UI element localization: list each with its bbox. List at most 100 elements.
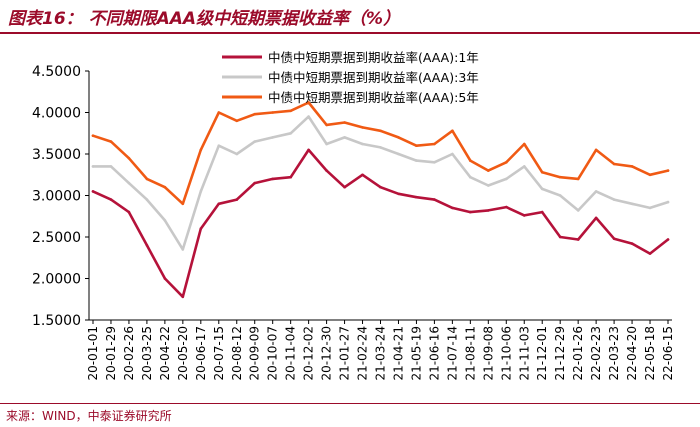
y-tick-label: 2.5000: [32, 230, 81, 246]
x-tick-label: 21-03-24: [374, 326, 388, 380]
data-point: [451, 206, 454, 210]
x-tick-label: 20-02-26: [122, 326, 136, 380]
data-point: [199, 227, 203, 230]
x-tick-label: 22-05-18: [643, 326, 657, 380]
x-tick-label: 20-10-07: [266, 326, 280, 380]
x-tick-label: 20-03-25: [140, 326, 154, 380]
data-point: [558, 235, 562, 239]
data-point: [487, 209, 490, 212]
x-tick-label: 21-12-01: [535, 326, 549, 380]
data-point: [181, 295, 185, 299]
data-point: [325, 123, 328, 127]
data-point: [307, 101, 310, 104]
data-point: [91, 190, 95, 193]
x-tick-label: 21-05-19: [409, 326, 423, 380]
data-point: [469, 159, 472, 162]
x-tick-label: 20-05-20: [176, 326, 190, 380]
data-point: [612, 162, 616, 166]
data-point: [648, 252, 652, 255]
data-point: [576, 238, 580, 241]
data-point: [576, 209, 580, 212]
data-point: [397, 192, 400, 196]
footer-divider: [0, 403, 700, 404]
y-tick-label: 4.5000: [32, 64, 81, 80]
data-point: [415, 144, 418, 147]
data-point: [379, 185, 382, 189]
data-point: [109, 140, 113, 143]
x-tick-label: 20-01-29: [104, 326, 118, 380]
data-point: [523, 142, 526, 146]
data-point: [181, 248, 185, 251]
data-point: [505, 177, 508, 181]
data-point: [163, 277, 167, 280]
data-point: [415, 159, 418, 162]
chart-title: 图表16： 不同期限AAA级中短期票据收益率（%）: [8, 9, 401, 29]
data-point: [271, 111, 275, 114]
data-point: [145, 244, 149, 247]
data-point: [127, 181, 131, 185]
data-point: [217, 144, 221, 147]
data-point: [612, 237, 616, 240]
x-tick-label: 21-12-29: [553, 326, 567, 380]
data-point: [379, 146, 382, 149]
x-tick-label: 20-08-12: [230, 326, 244, 380]
x-tick-label: 21-10-06: [499, 326, 513, 380]
data-point: [505, 205, 508, 209]
data-point: [217, 111, 221, 114]
data-point: [523, 165, 526, 168]
y-axis: 1.5000 2.0000 2.5000 3.0000 3.5000 4.0000 4.50…: [32, 64, 89, 329]
y-tick-label: 3.5000: [32, 147, 81, 163]
x-tick-label: 21-07-14: [445, 326, 459, 380]
data-point: [145, 177, 149, 181]
data-point: [558, 175, 562, 179]
data-point: [630, 165, 634, 168]
source-note: 来源：WIND，中泰证券研究所: [6, 409, 172, 423]
data-point: [289, 175, 293, 179]
legend-label-1: 中债中短期票据到期收益率(AAA):1年: [268, 50, 479, 65]
x-tick-label: 22-03-23: [607, 326, 621, 380]
series-line-2: [91, 115, 670, 251]
data-point: [415, 195, 418, 199]
data-point: [540, 171, 544, 174]
x-tick-label: 21-04-21: [391, 326, 405, 380]
data-point: [648, 173, 652, 177]
data-point: [666, 169, 670, 172]
data-point: [145, 198, 149, 201]
data-point: [594, 190, 598, 193]
data-point: [540, 187, 544, 191]
data-point: [505, 161, 508, 164]
y-tick-label: 2.0000: [32, 272, 81, 288]
x-tick-label: 21-02-24: [356, 326, 370, 380]
data-point: [91, 134, 95, 137]
data-point: [343, 121, 346, 124]
data-point: [433, 142, 436, 146]
data-point: [307, 115, 310, 118]
y-tick-label: 1.5000: [32, 313, 81, 329]
data-point: [397, 152, 400, 156]
data-point: [235, 119, 239, 123]
data-point: [109, 165, 113, 168]
data-point: [325, 142, 328, 146]
x-tick-label: 20-09-09: [248, 326, 262, 380]
x-tick-label: 21-08-11: [463, 326, 477, 380]
data-point: [487, 184, 490, 187]
data-point: [361, 142, 364, 146]
data-point: [666, 200, 670, 204]
data-point: [289, 132, 293, 135]
legend-label-2: 中债中短期票据到期收益率(AAA):3年: [268, 70, 479, 85]
data-point: [451, 129, 454, 133]
data-point: [379, 129, 382, 133]
data-point: [594, 148, 598, 152]
x-axis: 20-01-01 20-01-29 20-02-26 20-03-25 20-04-22…: [86, 320, 675, 380]
x-tick-label: 20-06-17: [194, 326, 208, 380]
data-point: [199, 190, 203, 193]
x-tick-label: 20-04-22: [158, 326, 172, 380]
data-point: [127, 156, 131, 160]
x-tick-label: 21-11-03: [517, 326, 531, 380]
data-point: [361, 126, 364, 129]
data-point: [451, 152, 454, 156]
data-point: [235, 152, 239, 156]
data-point: [343, 185, 346, 189]
data-point: [487, 169, 490, 172]
